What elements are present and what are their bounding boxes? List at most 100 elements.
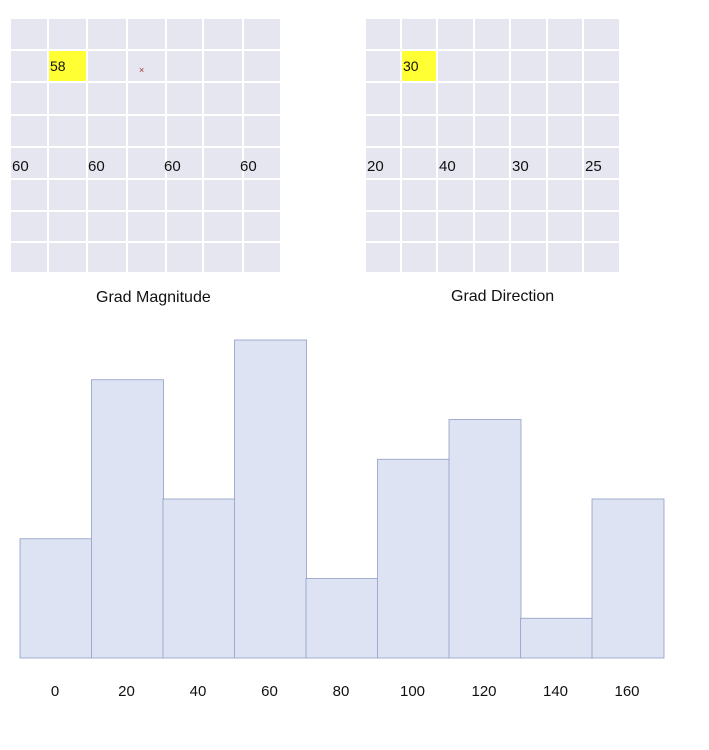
magnitude-cell (204, 243, 242, 272)
magnitude-row-value: 60 (12, 158, 29, 175)
direction-cell (366, 83, 400, 114)
direction-cell (511, 180, 546, 210)
histogram-tick-label: 60 (261, 683, 278, 700)
direction-cell (366, 212, 400, 241)
magnitude-cell (244, 243, 280, 272)
magnitude-grid: 58 (11, 19, 313, 273)
histogram-bar (91, 379, 164, 659)
direction-cell (548, 180, 582, 210)
direction-cell (366, 148, 400, 178)
histogram-bar (520, 617, 593, 659)
magnitude-cell (167, 83, 202, 114)
direction-cell (548, 243, 582, 272)
direction-cell (511, 243, 546, 272)
direction-cell (511, 19, 546, 49)
magnitude-cell (204, 148, 242, 178)
direction-cell (584, 148, 619, 178)
direction-row-value: 40 (439, 158, 456, 175)
magnitude-cell (244, 148, 280, 178)
direction-row-value: 30 (512, 158, 529, 175)
histogram-tick-label: 120 (471, 683, 496, 700)
magnitude-cell (11, 83, 47, 114)
direction-cell (584, 83, 619, 114)
magnitude-cell (88, 116, 126, 146)
direction-cell (475, 116, 509, 146)
magnitude-cell (128, 51, 165, 81)
magnitude-cell (11, 243, 47, 272)
direction-cell (475, 180, 509, 210)
magnitude-cell (244, 180, 280, 210)
histogram-tick-label: 160 (614, 683, 639, 700)
magnitude-cell (49, 212, 86, 241)
direction-cell (438, 83, 473, 114)
direction-cell (548, 148, 582, 178)
direction-cell (475, 19, 509, 49)
direction-cell (475, 212, 509, 241)
magnitude-cell (167, 180, 202, 210)
histogram-bar (162, 498, 236, 659)
direction-grid: 30 (366, 19, 655, 273)
histogram-bar (234, 339, 307, 659)
magnitude-cell (11, 51, 47, 81)
direction-cell (366, 19, 400, 49)
magnitude-cell (167, 243, 202, 272)
direction-cell (511, 83, 546, 114)
histogram-tick-label: 140 (543, 683, 568, 700)
magnitude-cell (88, 180, 126, 210)
histogram-bar (19, 538, 93, 659)
direction-cell (511, 148, 546, 178)
direction-cell (438, 19, 473, 49)
direction-cell (511, 116, 546, 146)
direction-cell (584, 19, 619, 49)
magnitude-cell (167, 212, 202, 241)
magnitude-cell (49, 243, 86, 272)
direction-cell (402, 180, 436, 210)
magnitude-cell (128, 116, 165, 146)
magnitude-cell (49, 148, 86, 178)
direction-cell (548, 212, 582, 241)
magnitude-cell (204, 180, 242, 210)
direction-cell (438, 212, 473, 241)
direction-histogram: 0 20 40 60 80 100 120 140 160 (19, 339, 665, 700)
magnitude-cell (128, 243, 165, 272)
magnitude-cell (88, 148, 126, 178)
histogram-tick-label: 20 (118, 683, 135, 700)
magnitude-cell (128, 19, 165, 49)
magnitude-cell (204, 116, 242, 146)
magnitude-cell (11, 180, 47, 210)
magnitude-cell (244, 116, 280, 146)
magnitude-cell (49, 180, 86, 210)
magnitude-cell (204, 19, 242, 49)
magnitude-cell (11, 116, 47, 146)
direction-cell (366, 51, 400, 81)
direction-cell (438, 148, 473, 178)
direction-cell (548, 116, 582, 146)
histogram-tick-label: 40 (190, 683, 207, 700)
histogram-tick-label: 80 (333, 683, 350, 700)
magnitude-cell (49, 83, 86, 114)
magnitude-cell (88, 243, 126, 272)
magnitude-row-value: 60 (88, 158, 105, 175)
magnitude-cell (167, 116, 202, 146)
magnitude-highlight-cell: 58 (49, 51, 86, 81)
direction-title: Grad Direction (451, 288, 555, 305)
magnitude-cell (128, 148, 165, 178)
direction-cell (402, 212, 436, 241)
direction-cell (438, 51, 473, 81)
magnitude-row-value: 60 (164, 158, 181, 175)
histogram-bar (377, 458, 450, 659)
magnitude-row-value: 60 (240, 158, 257, 175)
magnitude-cell (244, 83, 280, 114)
direction-cell (402, 19, 436, 49)
magnitude-cell (128, 180, 165, 210)
direction-cell (584, 51, 619, 81)
magnitude-cell (204, 83, 242, 114)
magnitude-title: Grad Magnitude (96, 289, 211, 306)
direction-cell (402, 83, 436, 114)
direction-cell (584, 180, 619, 210)
magnitude-cell (11, 212, 47, 241)
direction-cell (438, 116, 473, 146)
magnitude-cell (11, 148, 47, 178)
cursor-marker: × (139, 65, 145, 75)
direction-cell (366, 243, 400, 272)
